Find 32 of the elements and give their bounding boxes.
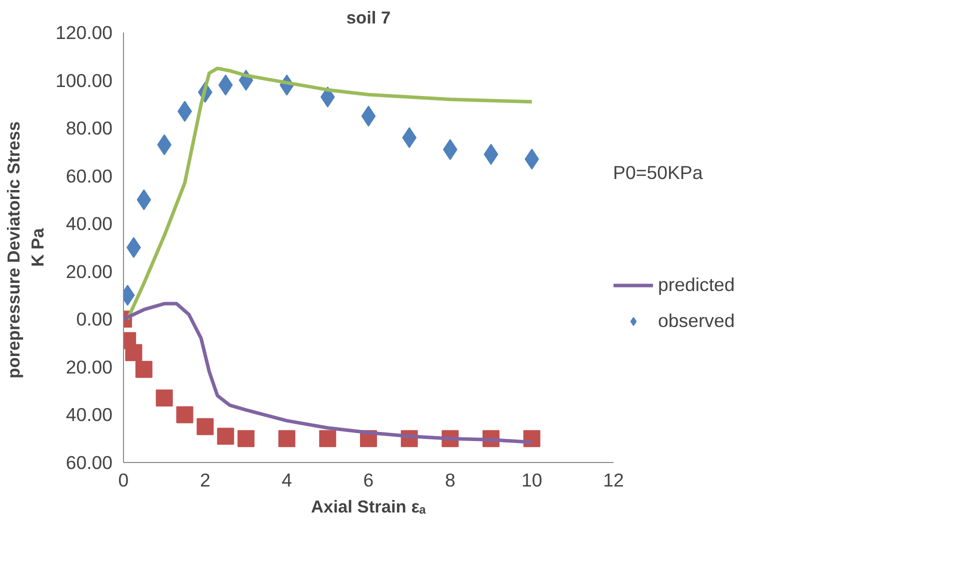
chart-title: soil 7 [346, 8, 391, 28]
y-tick-label: 40.00 [66, 404, 112, 426]
point [238, 430, 254, 448]
legend-label: predicted [658, 274, 735, 296]
x-axis-title: Axial Strain εₐ [311, 496, 426, 516]
y-tick-label: 100.00 [55, 70, 112, 91]
legend-label: observed [658, 310, 735, 332]
y-tick-label: 120.00 [55, 22, 112, 43]
y-tick-label: 20.00 [66, 356, 112, 378]
point [125, 344, 142, 362]
x-tick-label: 4 [282, 470, 292, 490]
point [176, 406, 194, 424]
point [156, 390, 173, 406]
point [135, 360, 152, 378]
y-tick-label: 80.00 [66, 118, 112, 139]
x-tick-label: 10 [521, 470, 542, 490]
x-tick-label: 8 [444, 470, 456, 490]
annotation: P0=50KPa [613, 162, 704, 184]
y-axis-title: porepressure Deviatoric Stress K Pa [3, 121, 48, 378]
point [319, 430, 336, 448]
y-tick-label: 60.00 [66, 165, 112, 186]
point [217, 428, 234, 445]
x-tick-label: 2 [200, 470, 210, 490]
x-tick-label: 6 [363, 470, 374, 490]
point [278, 430, 296, 448]
x-tick-label: 12 [603, 470, 624, 490]
y-tick-label: 20.00 [66, 260, 112, 282]
point [196, 418, 214, 436]
y-tick-label: 40.00 [66, 213, 112, 234]
x-tick-label: 0 [118, 470, 129, 490]
y-tick-label: 60.00 [66, 452, 112, 473]
y-tick-label: 0.00 [76, 308, 112, 330]
